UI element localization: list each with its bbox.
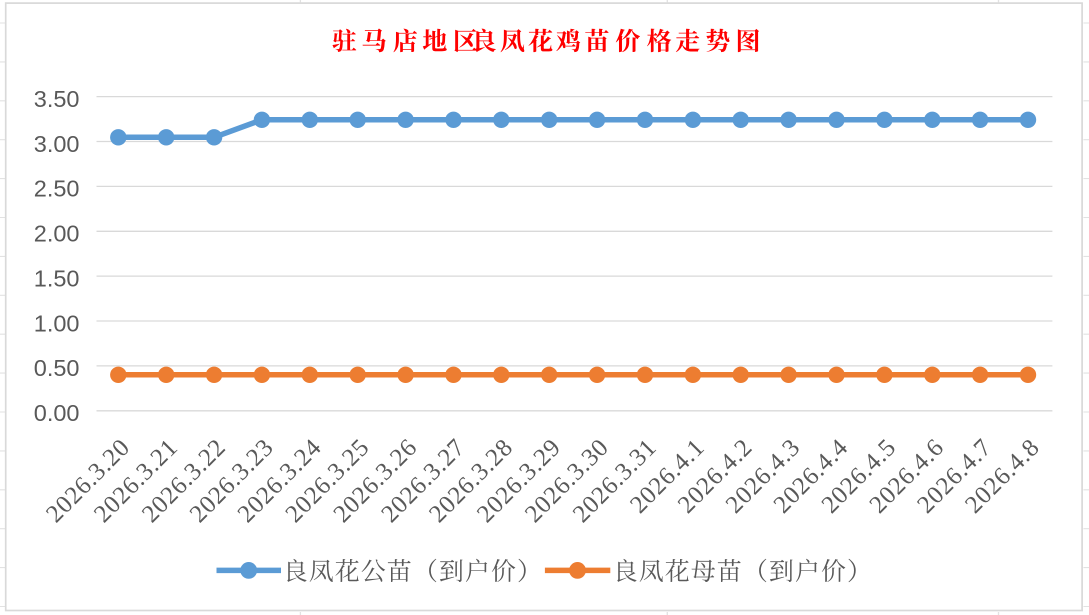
svg-text:1.00: 1.00: [34, 310, 80, 336]
svg-text:0.00: 0.00: [34, 400, 80, 426]
svg-text:0.50: 0.50: [34, 355, 80, 381]
svg-text:2.50: 2.50: [34, 176, 80, 202]
svg-text:1.50: 1.50: [34, 265, 80, 291]
svg-text:3.50: 3.50: [34, 86, 80, 112]
svg-text:2.00: 2.00: [34, 221, 80, 247]
svg-text:3.00: 3.00: [34, 131, 80, 157]
